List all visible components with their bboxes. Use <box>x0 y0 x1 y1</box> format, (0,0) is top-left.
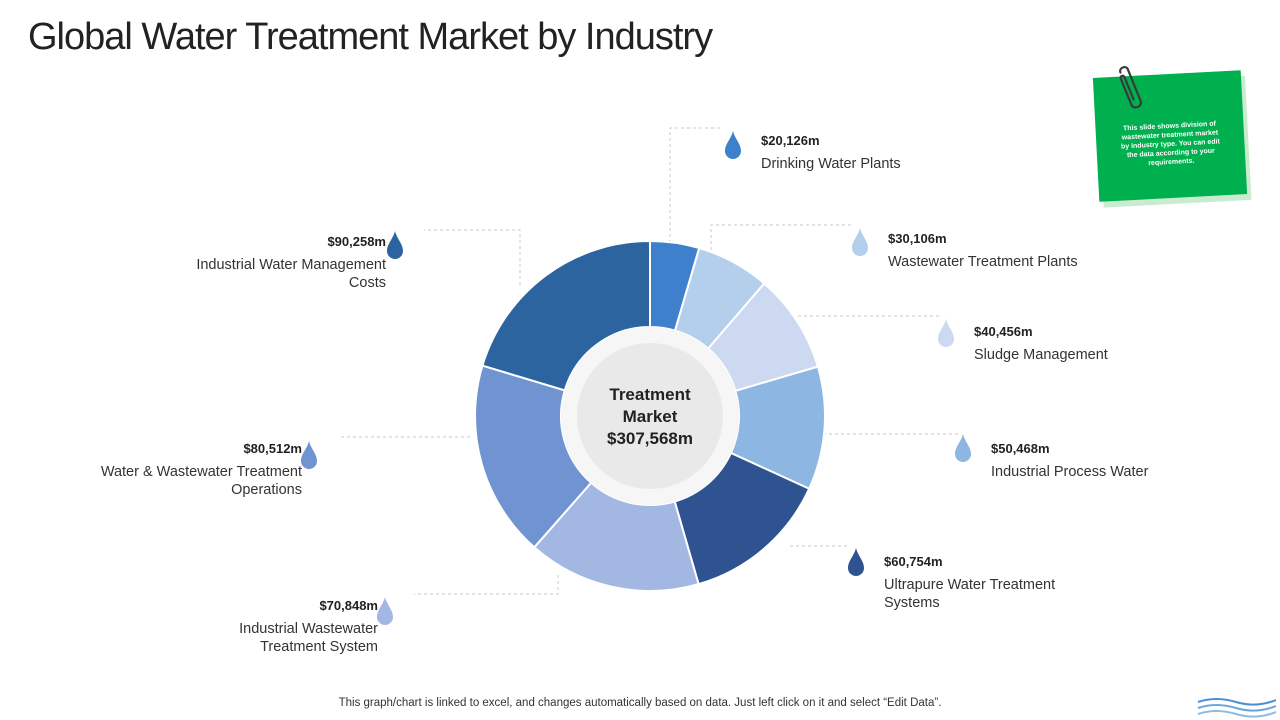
leader-line-1 <box>669 127 722 243</box>
center-label-line-1: Treatment <box>609 385 691 404</box>
sticky-note-text: This slide shows division of wastewater … <box>1120 120 1221 168</box>
water-drop-icon <box>955 434 971 462</box>
sticky-note: This slide shows division of wastewater … <box>1092 70 1248 202</box>
data-label-name: Industrial Wastewater <box>239 621 378 637</box>
data-label-name: Industrial Water Management <box>196 257 386 273</box>
data-label-5: $60,754m Ultrapure Water Treatment Systems <box>884 553 1055 612</box>
data-label-name: Drinking Water Plants <box>761 156 901 172</box>
data-label-7: $80,512m Water & Wastewater Treatment Oper… <box>101 440 302 499</box>
page-title: Global Water Treatment Market by Industr… <box>28 16 713 58</box>
water-drop-icon <box>387 231 403 259</box>
data-label-value: $30,106m <box>888 231 947 246</box>
data-label-3: $40,456m Sludge Management <box>974 323 1108 364</box>
center-label-line-2: Market <box>623 407 678 426</box>
data-label-name: Costs <box>348 275 386 291</box>
data-label-name: Treatment System <box>260 639 378 655</box>
data-label-value: $50,468m <box>991 441 1050 456</box>
data-label-8: $90,258m Industrial Water Management Costs <box>196 233 386 292</box>
footer-note: This graph/chart is linked to excel, and… <box>338 697 942 709</box>
data-label-name: Systems <box>884 595 940 611</box>
data-label-2: $30,106m Wastewater Treatment Plants <box>888 230 1078 271</box>
paperclip-icon <box>1119 66 1143 109</box>
data-label-value: $80,512m <box>243 441 302 456</box>
data-label-value: $60,754m <box>884 554 943 569</box>
water-drop-icon <box>852 228 868 256</box>
donut-slices <box>474 239 826 592</box>
data-label-name: Wastewater Treatment Plants <box>888 254 1078 270</box>
water-drop-icon <box>848 548 864 576</box>
data-label-value: $70,848m <box>319 598 378 613</box>
leader-line-2 <box>710 224 852 250</box>
data-label-name: Sludge Management <box>974 347 1108 363</box>
data-label-6: $70,848m Industrial Wastewater Treatment S… <box>239 597 378 656</box>
data-label-value: $20,126m <box>761 133 820 148</box>
data-label-value: $40,456m <box>974 324 1033 339</box>
data-label-value: $90,258m <box>327 234 386 249</box>
water-drop-icon <box>377 597 393 625</box>
data-label-name: Industrial Process Water <box>991 464 1149 480</box>
data-label-name: Water & Wastewater Treatment <box>100 464 302 480</box>
data-label-1: $20,126m Drinking Water Plants <box>761 132 901 173</box>
water-drop-icon <box>725 131 741 159</box>
water-drop-icon <box>301 441 317 469</box>
center-label-total: $307,568m <box>607 429 693 448</box>
leader-line-6 <box>414 575 559 595</box>
center-disc <box>577 343 723 489</box>
leader-lines <box>338 127 958 595</box>
water-drop-icon <box>938 319 954 347</box>
data-label-name: Ultrapure Water Treatment <box>884 577 1056 593</box>
leader-line-8 <box>424 229 521 285</box>
data-label-4: $50,468m Industrial Process Water <box>991 440 1148 481</box>
data-label-name: Operations <box>231 482 302 498</box>
waves-logo-icon <box>1197 698 1276 718</box>
